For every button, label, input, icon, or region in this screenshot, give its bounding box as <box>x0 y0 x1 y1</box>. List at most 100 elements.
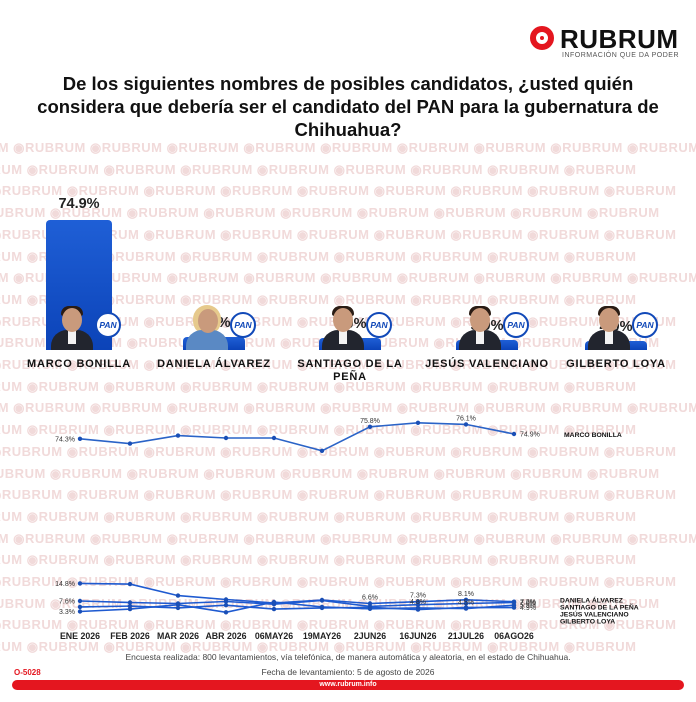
data-label: 8.1% <box>458 591 474 598</box>
data-point <box>175 593 181 598</box>
release-code: O-5028 <box>14 668 41 677</box>
methodology-note: Encuesta realizada: 800 levantamientos, … <box>125 652 571 662</box>
watermark-row: ◉RUBRUM ◉RUBRUM ◉RUBRUM ◉RUBRUM ◉RUBRUM … <box>0 161 637 177</box>
pan-logo-icon: PAN <box>230 312 256 338</box>
watermark-row: JM ◉RUBRUM ◉RUBRUM ◉RUBRUM ◉RUBRUM ◉RUBR… <box>0 270 696 286</box>
data-label: 4.9% <box>520 605 536 612</box>
data-point <box>463 605 469 610</box>
pan-logo-icon: PAN <box>95 312 121 338</box>
data-point <box>415 420 421 425</box>
data-point <box>77 598 83 604</box>
watermark-row: ◉RUBRUM ◉RUBRUM ◉RUBRUM ◉RUBRUM ◉RUBRUM … <box>0 639 637 655</box>
watermark-row: ◉RUBRUM ◉RUBRUM ◉RUBRUM ◉RUBRUM ◉RUBRUM … <box>0 487 677 503</box>
watermark-row: JM ◉RUBRUM ◉RUBRUM ◉RUBRUM ◉RUBRUM ◉RUBR… <box>0 140 696 155</box>
watermark-row: ◉RUBRUM ◉RUBRUM ◉RUBRUM ◉RUBRUM ◉RUBRUM … <box>0 574 677 589</box>
data-label: 75.8% <box>360 418 380 425</box>
data-point <box>271 606 277 612</box>
x-tick-label: 16JUN26 <box>399 631 436 641</box>
data-point <box>127 603 133 609</box>
watermark-row: ◉RUBRUM ◉RUBRUM ◉RUBRUM ◉RUBRUM ◉RUBRUM … <box>0 552 637 568</box>
data-point <box>319 605 325 611</box>
candidate-name: SANTIAGO DE LA PEÑA <box>297 358 403 383</box>
pan-logo-icon: PAN <box>366 312 392 338</box>
candidate-photo <box>586 304 632 350</box>
watermark-row: ◉RUBRUM ◉RUBRUM ◉RUBRUM ◉RUBRUM ◉RUBRUM … <box>0 617 677 633</box>
series-line <box>79 599 515 608</box>
x-tick-label: 21JUL26 <box>448 631 484 641</box>
series-line <box>79 582 515 605</box>
data-point <box>511 605 517 610</box>
data-point <box>463 601 469 606</box>
x-tick-label: FEB 2026 <box>110 631 150 641</box>
watermark-row: ◉RUBRUM ◉RUBRUM ◉RUBRUM ◉RUBRUM ◉RUBRUM … <box>0 443 677 459</box>
data-point <box>77 436 83 441</box>
data-point <box>367 605 373 610</box>
data-point <box>319 598 325 603</box>
data-point <box>463 422 469 427</box>
data-point <box>271 599 277 605</box>
data-point <box>223 610 229 615</box>
candidate-photo <box>320 304 366 350</box>
series-name-label: JESÚS VALENCIANO <box>560 610 629 619</box>
x-tick-label: ABR 2026 <box>205 631 246 641</box>
survey-date: Fecha de levantamiento: 5 de agosto de 2… <box>261 667 435 677</box>
candidate-photo <box>49 304 95 350</box>
data-point <box>223 599 229 604</box>
watermark-row: ◉RUBRUM ◉RUBRUM ◉RUBRUM ◉RUBRUM ◉RUBRUM … <box>0 357 677 372</box>
series-name-label: DANIELA ÁLVAREZ <box>560 596 623 605</box>
data-point <box>175 605 181 611</box>
watermark-row: ◉RUBRUM ◉RUBRUM ◉RUBRUM ◉RUBRUM ◉RUBRUM … <box>0 183 677 199</box>
data-point <box>415 602 421 607</box>
pan-logo-icon: PAN <box>503 312 529 338</box>
series-name-label: GILBERTO LOYA <box>560 619 615 626</box>
candidate-name: DANIELA ÁLVAREZ <box>157 358 271 370</box>
x-tick-label: 06AGO26 <box>494 631 534 641</box>
data-point <box>511 431 517 437</box>
logo-tagline: INFORMACIÓN QUE DA PODER <box>562 52 680 59</box>
watermark-row: JM ◉RUBRUM ◉RUBRUM ◉RUBRUM ◉RUBRUM ◉RUBR… <box>0 205 660 221</box>
data-point <box>223 435 229 441</box>
data-point <box>77 581 83 586</box>
data-point <box>223 603 229 608</box>
data-point <box>127 600 133 605</box>
x-tick-label: MAR 2026 <box>157 631 199 641</box>
candidate-name: GILBERTO LOYA <box>566 358 666 370</box>
candidate-photo <box>457 304 503 350</box>
data-label: 76.1% <box>456 415 476 422</box>
watermark-row: JM ◉RUBRUM ◉RUBRUM ◉RUBRUM ◉RUBRUM ◉RUBR… <box>0 400 696 416</box>
data-point <box>127 441 133 446</box>
data-point <box>77 604 83 610</box>
data-label: 7.3% <box>410 593 426 600</box>
data-label: 4.8% <box>410 599 426 606</box>
watermark-row: JM ◉RUBRUM ◉RUBRUM ◉RUBRUM ◉RUBRUM ◉RUBR… <box>0 465 660 481</box>
data-point <box>77 609 83 614</box>
watermark-row: ◉RUBRUM ◉RUBRUM ◉RUBRUM ◉RUBRUM ◉RUBRUM … <box>0 378 637 394</box>
bar-value-label: 74.9% <box>58 195 100 212</box>
series-name-label: SANTIAGO DE LA PEÑA <box>560 603 639 612</box>
data-label: 7.0% <box>520 600 536 607</box>
data-point <box>415 607 421 612</box>
data-label: 4.5% <box>458 600 474 607</box>
data-point <box>271 435 277 441</box>
data-point <box>463 597 469 602</box>
x-tick-label: 2JUN26 <box>354 631 386 641</box>
data-label: 3.3% <box>59 609 75 616</box>
watermark-row: ◉RUBRUM ◉RUBRUM ◉RUBRUM ◉RUBRUM ◉RUBRUM … <box>0 508 637 524</box>
chart-title: De los siguientes nombres de posibles ca… <box>37 73 659 140</box>
candidate-name: JESÚS VALENCIANO <box>425 358 549 370</box>
series-name-label: MARCO BONILLA <box>564 432 622 439</box>
footer-url: www.rubrum.info <box>319 681 377 688</box>
data-label: 7.3% <box>520 599 536 606</box>
data-point <box>319 448 325 453</box>
watermark-row: ◉RUBRUM ◉RUBRUM ◉RUBRUM ◉RUBRUM ◉RUBRUM … <box>0 226 677 242</box>
x-tick-label: ENE 2026 <box>60 631 100 641</box>
data-point <box>367 424 373 429</box>
data-label: 6.6% <box>362 594 378 601</box>
candidate-photo <box>184 304 230 350</box>
data-label: 5.9% <box>520 603 536 610</box>
data-point <box>175 433 181 438</box>
watermark-row: ◉RUBRUM ◉RUBRUM ◉RUBRUM ◉RUBRUM ◉RUBRUM … <box>0 248 637 264</box>
footer-bar <box>12 680 684 690</box>
data-point <box>127 581 133 587</box>
